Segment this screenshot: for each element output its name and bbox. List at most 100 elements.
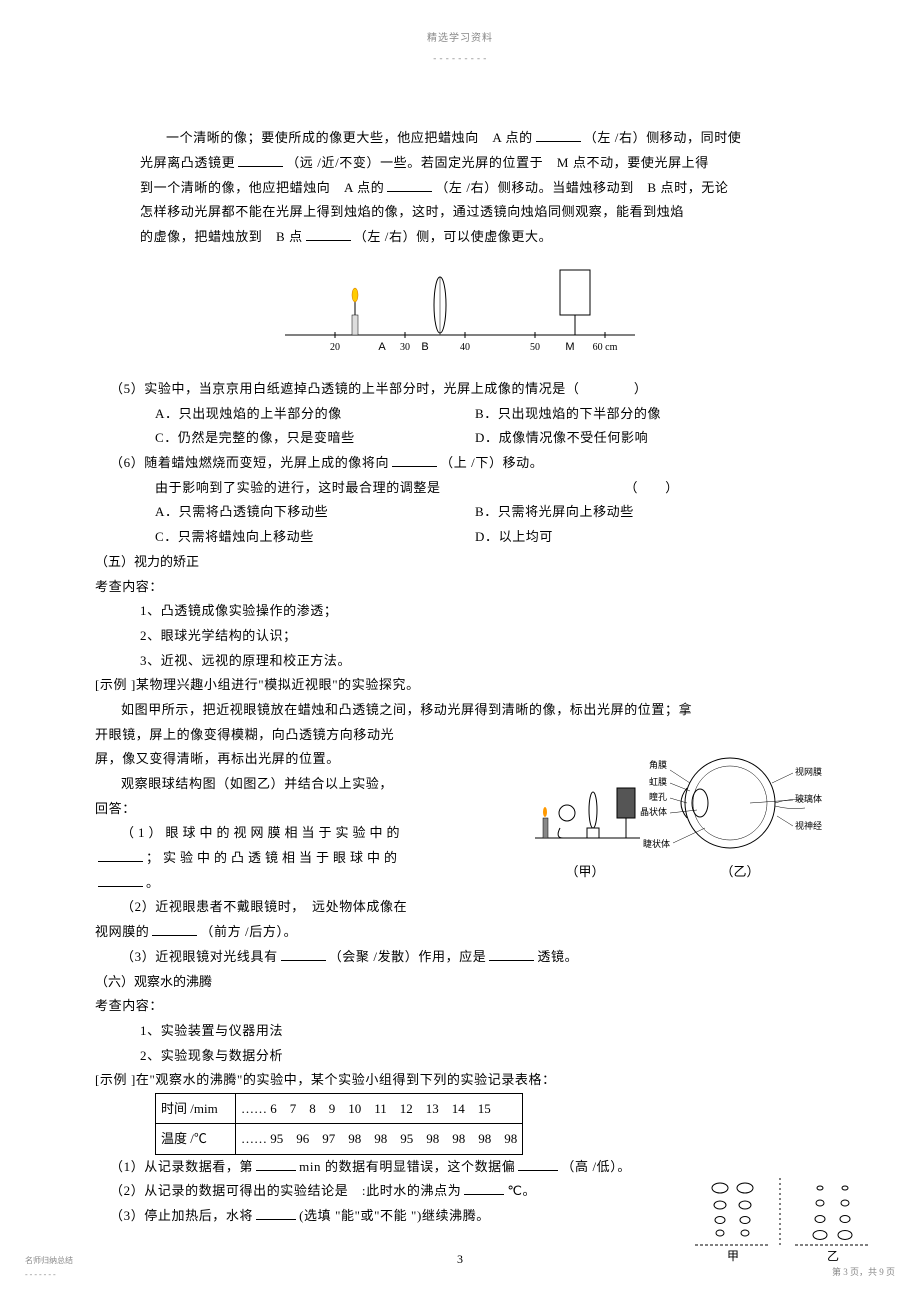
ex1-q1b: ；实验中的凸透镜相当于眼球中的: [146, 850, 401, 865]
section6-exam: 考查内容：: [95, 994, 825, 1019]
ex1-q2b: 视网膜的: [95, 924, 149, 939]
ex1-q3c: 透镜。: [537, 949, 578, 964]
ex2-intro: [示例 ]在"观察水的沸腾"的实验中，某个实验小组得到下列的实验记录表格：: [95, 1068, 825, 1093]
svg-text:视神经: 视神经: [795, 820, 822, 831]
ex1-q2a: （2）近视眼患者不戴眼镜时， 远处物体成像在: [95, 895, 525, 920]
intro-2b: （远 /近/不变）一些。若固定光屏的位置于 M 点不动，要使光屏上得: [286, 155, 709, 170]
q6-row-cd: C．只需将蜡烛向上移动些 D．以上均可: [155, 525, 825, 550]
s6-item2: 2、实验现象与数据分析: [140, 1044, 825, 1069]
svg-text:视网膜: 视网膜: [795, 766, 822, 777]
intro-5a: 的虚像，把蜡烛放到 B 点: [140, 229, 303, 244]
blank: [489, 947, 534, 961]
dots: ……: [241, 1131, 267, 1146]
svg-text:40: 40: [460, 342, 470, 353]
q6-1a: （6）随着蜡烛燃烧而变短，光屏上成的像将向: [110, 455, 389, 470]
row1-data: …… 6 7 8 9 10 11 12 13 14 15: [236, 1093, 523, 1123]
eye-svg: （甲） 角膜 虹膜 瞳孔 晶状体 睫状体 视网膜 玻璃体 视神经 （乙）: [525, 728, 825, 898]
svg-text:甲: 甲: [727, 1249, 739, 1263]
ex1-q1c-line: 。: [95, 871, 525, 896]
svg-text:30: 30: [400, 342, 410, 353]
blank: [518, 1157, 558, 1171]
section5-title: （五）视力的矫正: [95, 550, 825, 575]
times-row: 6 7 8 9 10 11 12 13 14 15: [270, 1101, 491, 1116]
ex1-q1a: （1）眼球中的视网膜相当于实验中的: [95, 821, 525, 846]
section5-exam: 考查内容：: [95, 575, 825, 600]
bench-svg: 20 30 40 50 60 cm A B M: [275, 260, 645, 360]
svg-text:玻璃体: 玻璃体: [795, 793, 822, 804]
footer-left2: - - - - - - -: [25, 1268, 73, 1282]
q6-opt-b: B．只需将光屏向上移动些: [475, 500, 775, 525]
ex2-q2a: （2）从记录的数据可得出的实验结论是 :此时水的沸点为: [110, 1183, 461, 1198]
eye-figure: （甲） 角膜 虹膜 瞳孔 晶状体 睫状体 视网膜 玻璃体 视神经 （乙）: [525, 728, 825, 905]
blank: [238, 153, 283, 167]
svg-text:20: 20: [330, 342, 340, 353]
svg-text:晶状体: 晶状体: [640, 806, 667, 817]
ex2-q3b: (选填 "能"或"不能 ")继续沸腾。: [299, 1208, 490, 1223]
intro-3a: 到一个清晰的像，他应把蜡烛向 A 点的: [140, 180, 384, 195]
blank: [392, 453, 437, 467]
intro-para5: 的虚像，把蜡烛放到 B 点（左 /右）侧，可以使虚像更大。: [140, 225, 825, 250]
svg-text:A: A: [378, 341, 386, 353]
ex1-intro3: 开眼镜，屏上的像变得模糊，向凸透镜方向移动光: [95, 723, 525, 748]
ex2-q2b: ℃。: [507, 1183, 536, 1198]
ex1-intro2: 如图甲所示，把近视眼镜放在蜡烛和凸透镜之间，移动光屏得到清晰的像，标出光屏的位置…: [95, 698, 825, 723]
table-row: 温度 /℃ …… 95 96 97 98 98 95 98 98 98 98: [156, 1124, 523, 1154]
q5-row-ab: A．只出现烛焰的上半部分的像 B．只出现烛焰的下半部分的像: [155, 402, 825, 427]
bubbles-figure: 甲 乙: [685, 1173, 885, 1270]
svg-text:B: B: [421, 341, 428, 353]
q5-opt-a: A．只出现烛焰的上半部分的像: [155, 402, 475, 427]
ex2-q1a: （1）从记录数据看，第: [110, 1159, 253, 1174]
ex1-intro1: [示例 ]某物理兴趣小组进行"模拟近视眼"的实验探究。: [95, 673, 825, 698]
ex1-q1c: 。: [146, 875, 160, 890]
ex1-intro6: 回答：: [95, 797, 525, 822]
blank: [536, 128, 581, 142]
q5-opt-c: C．仍然是完整的像，只是变暗些: [155, 426, 475, 451]
blank: [281, 947, 326, 961]
q6-line2: 由于影响到了实验的进行，这时最合理的调整是 （ ）: [155, 476, 825, 501]
ex1-q3a: （3）近视眼镜对光线具有: [121, 949, 278, 964]
footer-left1: 名师归纳总结: [25, 1254, 73, 1268]
section6-title: （六）观察水的沸腾: [95, 970, 825, 995]
q6-line1: （6）随着蜡烛燃烧而变短，光屏上成的像将向（上 /下）移动。: [110, 451, 825, 476]
ex2-q1c: （高 /低）。: [561, 1159, 631, 1174]
row2-data: …… 95 96 97 98 98 95 98 98 98 98: [236, 1124, 523, 1154]
q5-opt-b: B．只出现烛焰的下半部分的像: [475, 402, 775, 427]
intro-2a: 光屏离凸透镜更: [140, 155, 235, 170]
row2-label: 温度 /℃: [156, 1124, 236, 1154]
blank: [256, 1206, 296, 1220]
intro-1b: （左 /右）侧移动，同时使: [584, 130, 742, 145]
q5-row-cd: C．仍然是完整的像，只是变暗些 D．成像情况像不受任何影响: [155, 426, 825, 451]
q5-text: （5）实验中，当京京用白纸遮掉凸透镜的上半部分时，光屏上成像的情况是（ ）: [110, 377, 825, 402]
blank: [98, 848, 143, 862]
ex1-q1bc: ；实验中的凸透镜相当于眼球中的: [95, 846, 525, 871]
ex2-q1b: min 的数据有明显错误，这个数据偏: [299, 1159, 515, 1174]
row1-label: 时间 /mim: [156, 1093, 236, 1123]
intro-para: 一个清晰的像；要使所成的像更大些，他应把蜡烛向 A 点的 （左 /右）侧移动，同时…: [140, 126, 825, 151]
ex1-intro5: 观察眼球结构图（如图乙）并结合以上实验，: [95, 772, 525, 797]
intro-1a: 一个清晰的像；要使所成的像更大些，他应把蜡烛向 A 点的: [166, 130, 533, 145]
intro-3b: （左 /右）侧移动。当蜡烛移动到 B 点时，无论: [435, 180, 728, 195]
blank: [387, 178, 432, 192]
ex1-intro4: 屏，像又变得清晰，再标出光屏的位置。: [95, 747, 525, 772]
ex2-q3a: （3）停止加热后，水将: [110, 1208, 253, 1223]
data-table: 时间 /mim …… 6 7 8 9 10 11 12 13 14 15 温度 …: [155, 1093, 523, 1155]
blank: [256, 1157, 296, 1171]
q6-opt-a: A．只需将凸透镜向下移动些: [155, 500, 475, 525]
table-row: 时间 /mim …… 6 7 8 9 10 11 12 13 14 15: [156, 1093, 523, 1123]
svg-text:（乙）: （乙）: [720, 864, 759, 879]
s5-item3: 3、近视、远视的原理和校正方法。: [140, 649, 825, 674]
s5-item2: 2、眼球光学结构的认识；: [140, 624, 825, 649]
q5-opt-d: D．成像情况像不受任何影响: [475, 426, 775, 451]
s5-item1: 1、凸透镜成像实验操作的渗透；: [140, 599, 825, 624]
svg-text:睫状体: 睫状体: [643, 838, 670, 849]
blank: [98, 873, 143, 887]
ex1-flex: 开眼镜，屏上的像变得模糊，向凸透镜方向移动光 屏，像又变得清晰，再标出光屏的位置…: [95, 723, 825, 945]
header-title: 精选学习资料: [95, 30, 825, 48]
ex1-q3: （3）近视眼镜对光线具有（会聚 /发散）作用，应是透镜。: [95, 945, 825, 970]
q6-opt-c: C．只需将蜡烛向上移动些: [155, 525, 475, 550]
intro-para4: 怎样移动光屏都不能在光屏上得到烛焰的像，这时，通过透镜向烛焰同侧观察，能看到烛焰: [140, 200, 825, 225]
blank: [306, 227, 351, 241]
svg-text:60 cm: 60 cm: [593, 342, 618, 353]
optical-bench-figure: 20 30 40 50 60 cm A B M: [95, 260, 825, 367]
svg-text:角膜: 角膜: [649, 759, 667, 770]
